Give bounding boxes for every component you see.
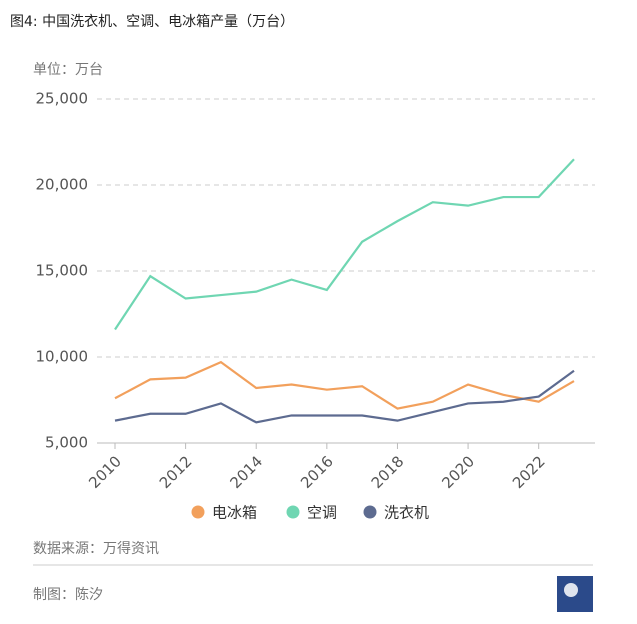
legend-marker — [363, 505, 377, 519]
legend-marker — [286, 505, 300, 519]
legend-marker — [191, 505, 205, 519]
legend-label: 洗衣机 — [384, 504, 429, 522]
series-line — [114, 360, 575, 410]
y-tick-label: 25,000 — [36, 90, 89, 108]
chart-title: 图4: 中国洗衣机、空调、电冰箱产量（万台） — [10, 14, 294, 30]
legend-label: 空调 — [307, 504, 337, 522]
series-line — [114, 158, 575, 331]
x-tick-label: 2010 — [85, 452, 125, 492]
y-tick-label: 20,000 — [36, 176, 89, 194]
y-axis-unit: 单位：万台 — [33, 62, 103, 78]
x-tick-label: 2012 — [156, 452, 196, 492]
source-note: 数据来源：万得资讯 — [33, 540, 159, 557]
x-tick-label: 2022 — [509, 452, 549, 492]
y-tick-label: 5,000 — [45, 434, 88, 452]
y-tick-label: 10,000 — [36, 348, 89, 366]
x-tick-label: 2020 — [438, 452, 478, 492]
x-tick-label: 2016 — [297, 452, 337, 492]
author-note: 制图：陈汐 — [33, 586, 103, 603]
x-tick-label: 2018 — [368, 452, 408, 492]
x-tick-label: 2014 — [227, 452, 267, 492]
logo-icon — [564, 583, 578, 597]
y-tick-label: 15,000 — [36, 262, 89, 280]
series-line — [114, 369, 575, 424]
legend-label: 电冰箱 — [212, 504, 257, 522]
